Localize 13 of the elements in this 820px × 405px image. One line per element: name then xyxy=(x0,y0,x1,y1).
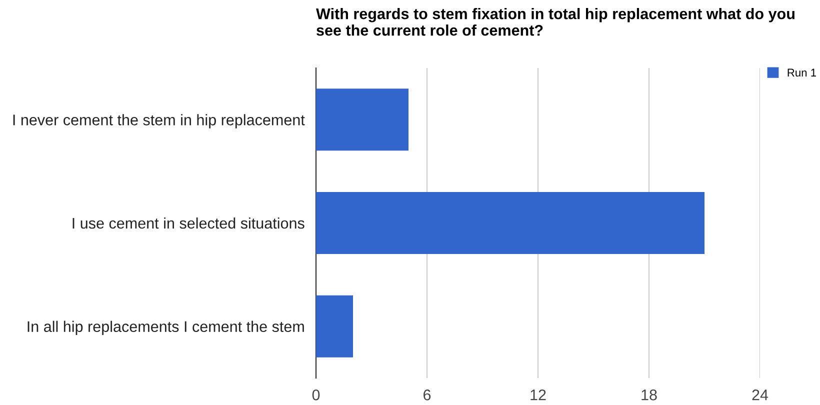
bar xyxy=(316,88,408,151)
x-tick-label: 24 xyxy=(752,390,768,400)
y-tick-label: I use cement in selected situations xyxy=(72,217,304,229)
bar xyxy=(316,295,353,358)
y-tick-label: In all hip replacements I cement the stem xyxy=(28,320,304,336)
y-tick-label: I never cement the stem in hip replacement xyxy=(13,114,305,128)
x-tick-label: 6 xyxy=(424,390,431,400)
legend-label: Run 1 xyxy=(788,68,816,77)
chart-title: With regards to stem fixation in total hip replacement what do you see the current role of cement? xyxy=(316,8,794,36)
bar xyxy=(316,192,704,254)
x-tick-label: 12 xyxy=(530,390,546,400)
x-tick-label: 0 xyxy=(312,390,320,400)
x-tick-label: 18 xyxy=(642,390,657,400)
